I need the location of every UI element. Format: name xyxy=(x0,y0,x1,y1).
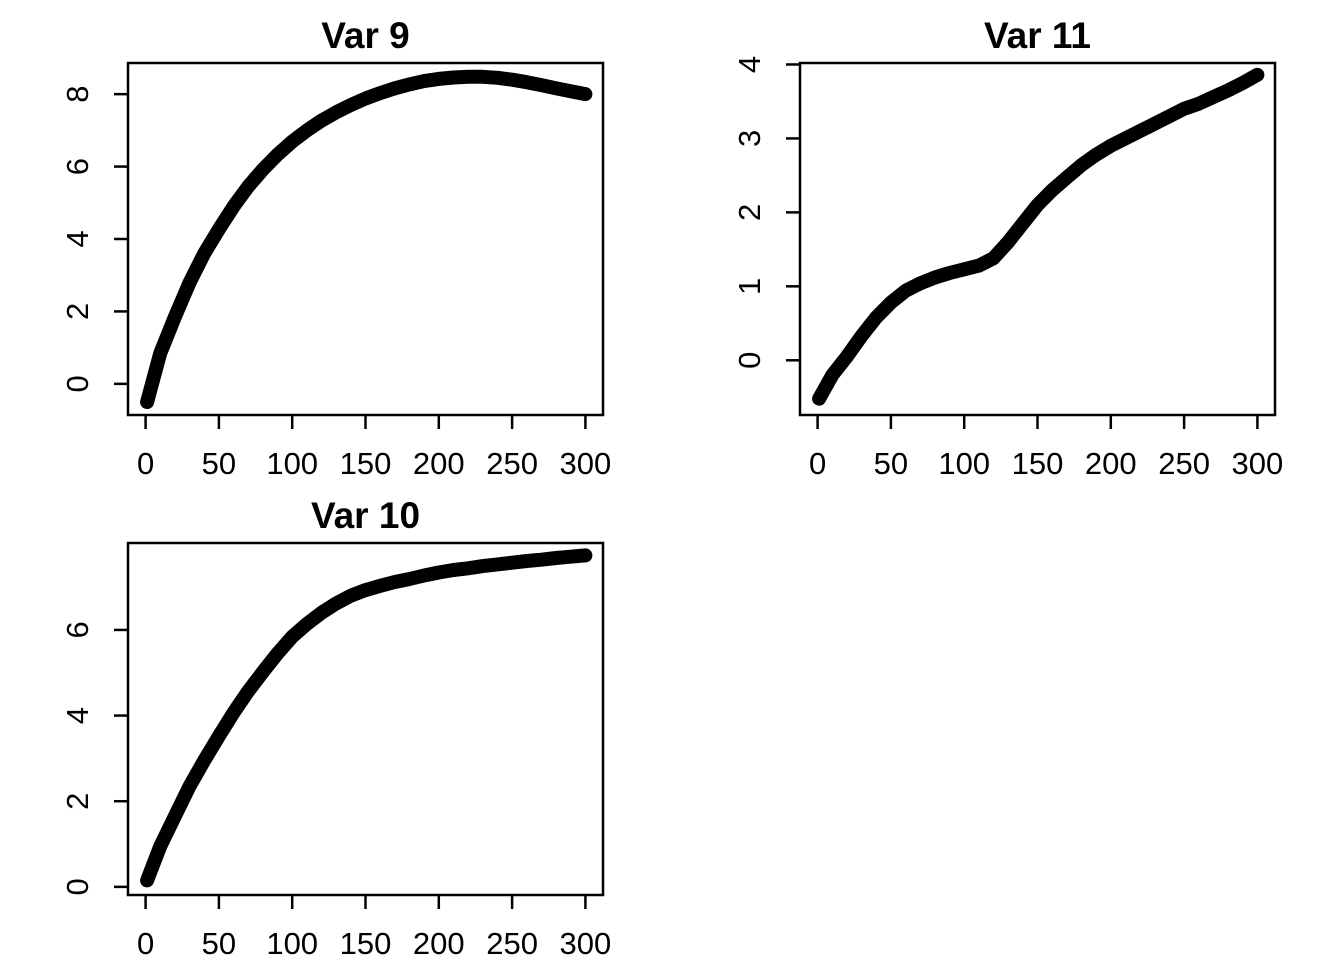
x-tick-label: 50 xyxy=(202,926,236,960)
x-tick-label: 200 xyxy=(413,446,465,480)
y-tick-label: 0 xyxy=(60,878,95,895)
plot-border xyxy=(798,61,1277,417)
y-tick-label: 3 xyxy=(732,130,767,147)
x-tick-label: 150 xyxy=(340,446,392,480)
y-axis: 0 1 2 3 4 xyxy=(732,56,800,369)
y-tick-label: 4 xyxy=(60,707,95,724)
x-tick-label: 250 xyxy=(1158,446,1210,480)
y-tick-label: 2 xyxy=(732,204,767,221)
x-axis: 0 50 100 150 200 250 300 xyxy=(809,415,1283,480)
x-tick-label: 250 xyxy=(486,446,538,480)
y-axis: 0 2 4 6 8 xyxy=(60,86,128,392)
plot-panel-var-11: Var 11 0 50 100 150 200 250 300 0 1 2 3 4 xyxy=(672,0,1344,480)
x-tick-label: 150 xyxy=(340,926,392,960)
data-curve xyxy=(812,67,1265,406)
plot-title: Var 9 xyxy=(321,15,409,56)
x-tick-label: 50 xyxy=(874,446,908,480)
x-tick-label: 100 xyxy=(938,446,990,480)
x-tick-label: 100 xyxy=(266,926,318,960)
y-tick-label: 0 xyxy=(732,352,767,369)
plot-panel-var-9: Var 9 0 50 100 150 200 250 300 0 2 4 6 8 xyxy=(0,0,672,480)
plot-title: Var 10 xyxy=(311,495,420,536)
y-tick-label: 2 xyxy=(60,303,95,320)
x-tick-label: 250 xyxy=(486,926,538,960)
y-tick-label: 1 xyxy=(732,278,767,295)
y-tick-label: 8 xyxy=(60,86,95,103)
y-tick-label: 4 xyxy=(60,230,95,247)
plot-panel-var-10: Var 10 0 50 100 150 200 250 300 0 2 4 6 xyxy=(0,480,672,960)
var-10-chart: Var 10 0 50 100 150 200 250 300 0 2 4 6 xyxy=(60,495,611,960)
y-axis: 0 2 4 6 xyxy=(60,621,128,895)
plot-border xyxy=(126,61,605,417)
x-tick-label: 200 xyxy=(1085,446,1137,480)
y-tick-label: 4 xyxy=(732,56,767,73)
data-curve xyxy=(140,69,593,409)
x-tick-label: 50 xyxy=(202,446,236,480)
plot-title: Var 11 xyxy=(984,15,1091,56)
x-axis: 0 50 100 150 200 250 300 xyxy=(137,415,611,480)
x-tick-label: 300 xyxy=(1232,446,1284,480)
y-tick-label: 2 xyxy=(60,793,95,810)
x-tick-label: 0 xyxy=(809,446,826,480)
y-tick-label: 6 xyxy=(60,621,95,638)
var-11-chart: Var 11 0 50 100 150 200 250 300 0 1 2 3 4 xyxy=(732,15,1283,480)
y-tick-label: 6 xyxy=(60,158,95,175)
x-tick-label: 300 xyxy=(560,446,612,480)
empty-panel xyxy=(672,480,1344,960)
x-tick-label: 100 xyxy=(266,446,318,480)
x-axis: 0 50 100 150 200 250 300 xyxy=(137,895,611,960)
y-tick-label: 0 xyxy=(60,375,95,392)
x-tick-label: 150 xyxy=(1012,446,1064,480)
data-curve xyxy=(140,548,593,888)
x-tick-label: 300 xyxy=(560,926,612,960)
x-tick-label: 200 xyxy=(413,926,465,960)
var-9-chart: Var 9 0 50 100 150 200 250 300 0 2 4 6 8 xyxy=(60,15,611,480)
x-tick-label: 0 xyxy=(137,926,154,960)
x-tick-label: 0 xyxy=(137,446,154,480)
